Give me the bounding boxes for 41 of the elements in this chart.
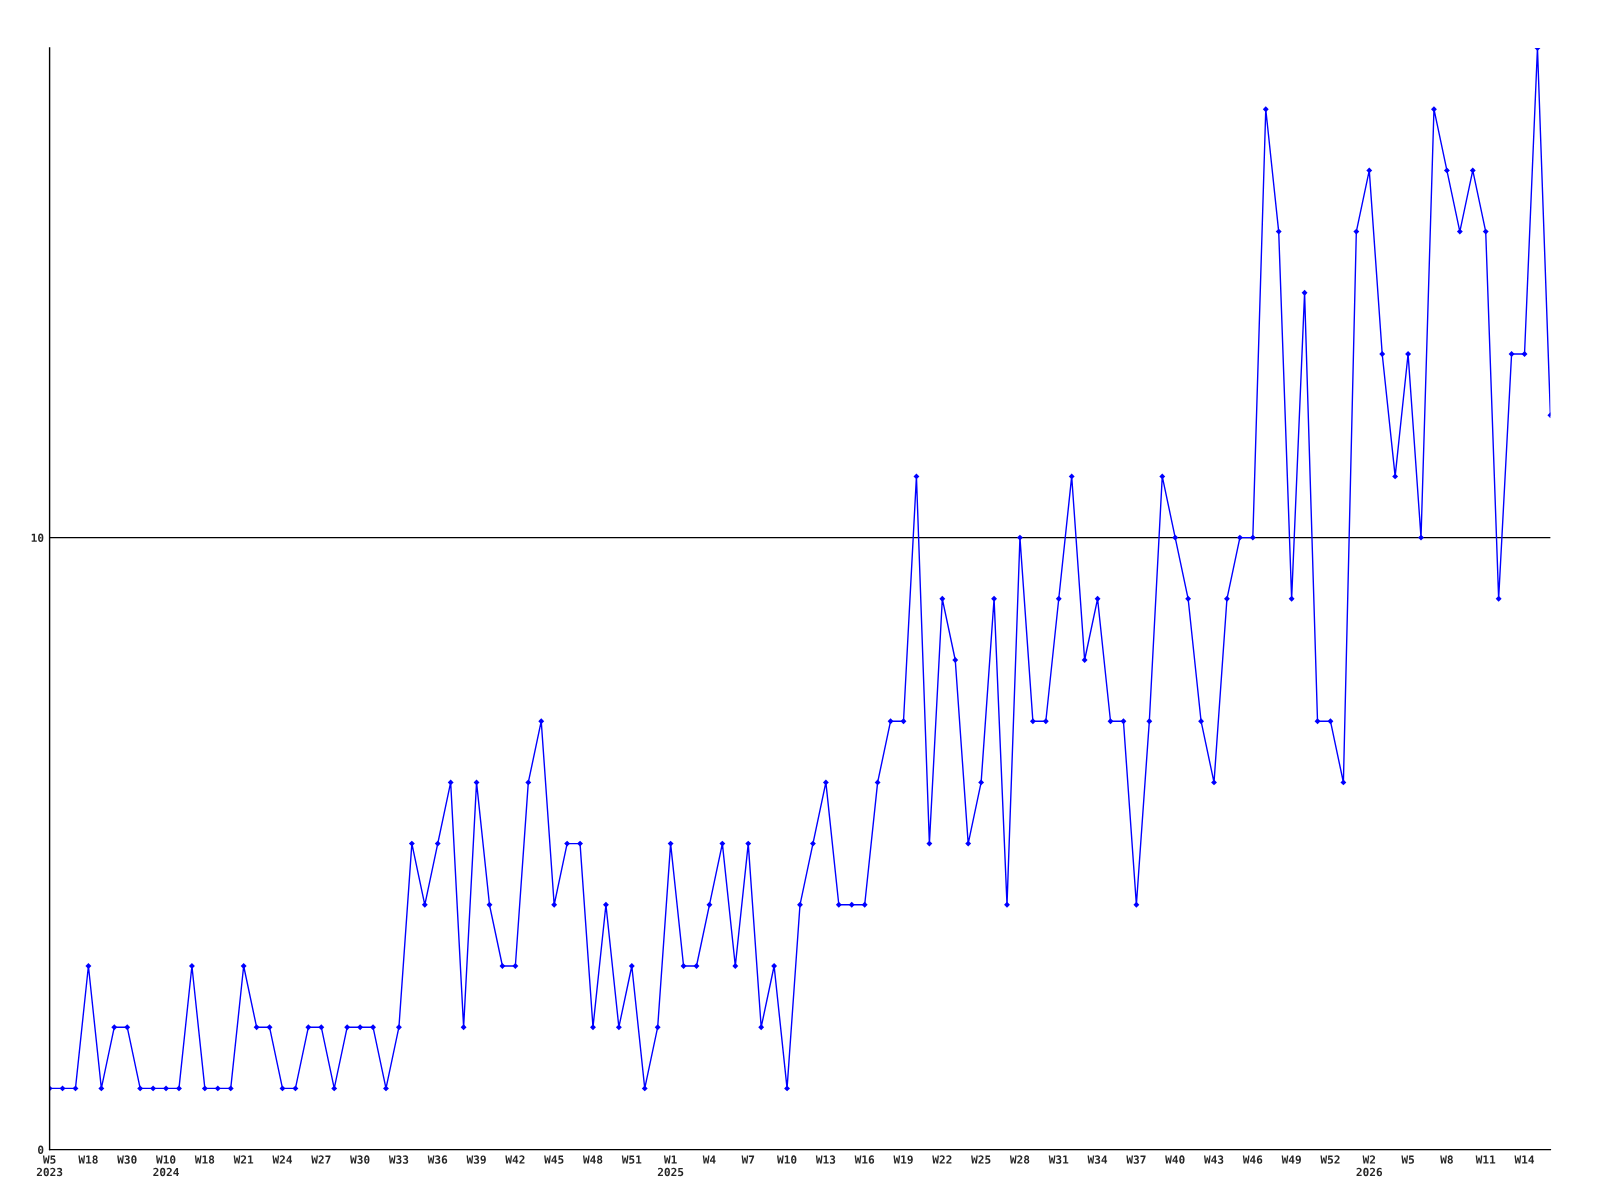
x-tick-label: W51: [621, 1155, 642, 1164]
x-tick-label: W28: [1009, 1155, 1030, 1164]
x-tick-label: W43: [1203, 1155, 1224, 1164]
x-tick-label: W5 2023: [36, 1155, 63, 1177]
x-tick-label: W1 2025: [657, 1155, 684, 1177]
x-tick-label: W31: [1048, 1155, 1069, 1164]
x-tick-label: W25: [971, 1155, 991, 1164]
x-tick-label: W7: [741, 1155, 755, 1164]
x-tick-label: W2 2026: [1356, 1155, 1383, 1177]
y-tick-label: 0: [38, 1145, 44, 1154]
x-tick-label: W14: [1514, 1155, 1535, 1164]
x-tick-label: W39: [466, 1155, 486, 1164]
x-tick-label: W5: [1401, 1155, 1415, 1164]
x-tick-label: W33: [388, 1155, 409, 1164]
x-tick-label: W48: [582, 1155, 603, 1164]
x-tick-label: W30: [117, 1155, 137, 1164]
x-tick-label: W27: [311, 1155, 331, 1164]
x-tick-label: W18: [194, 1155, 215, 1164]
x-tick-label: W37: [1126, 1155, 1146, 1164]
x-tick-label: W40: [1165, 1155, 1185, 1164]
x-tick-label: W18: [78, 1155, 98, 1164]
x-tick-label: W46: [1242, 1155, 1263, 1164]
x-tick-label: W4: [702, 1155, 716, 1164]
y-tick-label: 10: [31, 533, 44, 542]
x-tick-label: W22: [932, 1155, 952, 1164]
x-tick-label: W19: [893, 1155, 913, 1164]
x-tick-label: W10 2024: [153, 1155, 179, 1177]
x-tick-label: W10: [777, 1155, 797, 1164]
x-tick-label: W42: [505, 1155, 525, 1164]
x-tick-label: W16: [854, 1155, 875, 1164]
x-tick-label: W45: [544, 1155, 564, 1164]
x-tick-label: W11: [1475, 1155, 1496, 1164]
x-tick-label: W49: [1281, 1155, 1301, 1164]
x-tick-label: W36: [427, 1155, 448, 1164]
x-tick-label: W24: [272, 1155, 293, 1164]
x-tick-label: W21: [233, 1155, 254, 1164]
x-tick-label: W30: [350, 1155, 370, 1164]
x-tick-label: W13: [815, 1155, 836, 1164]
x-tick-label: W8: [1440, 1155, 1453, 1164]
x-tick-label: W34: [1087, 1155, 1108, 1164]
x-tick-label: W52: [1320, 1155, 1340, 1164]
